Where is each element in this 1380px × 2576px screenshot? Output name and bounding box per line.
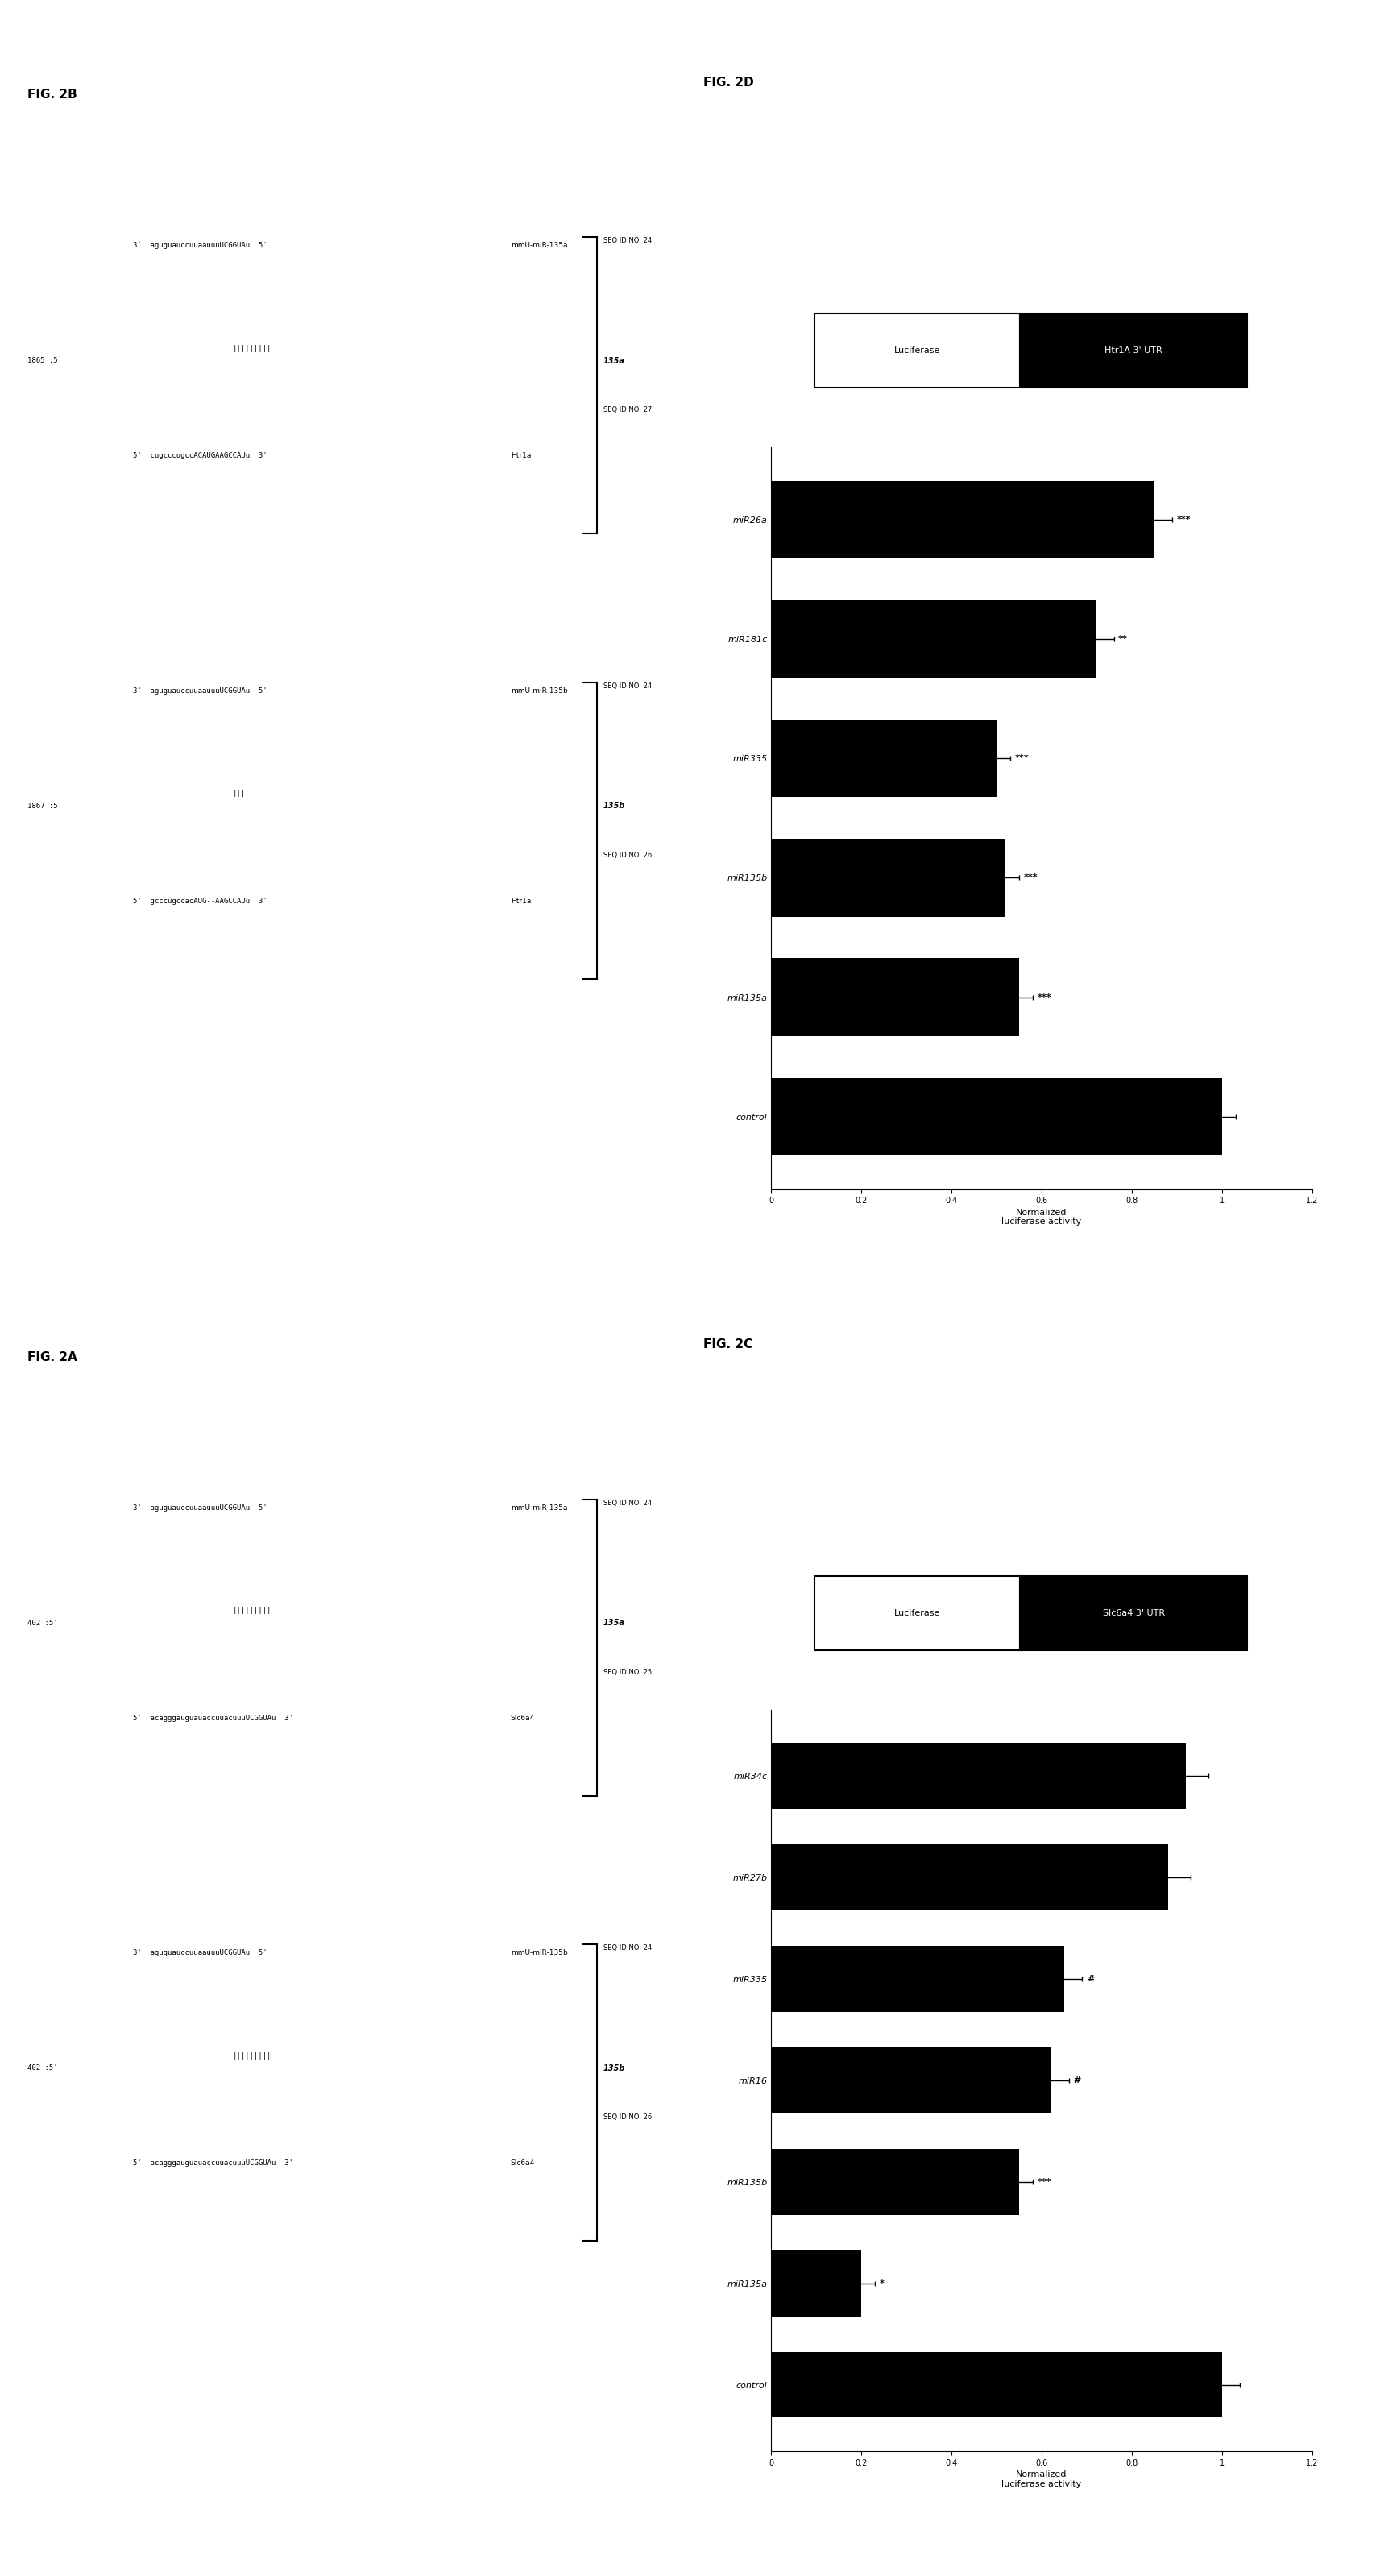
Text: mmU-miR-135b: mmU-miR-135b (511, 688, 567, 696)
Text: SEQ ID NO: 24: SEQ ID NO: 24 (603, 237, 651, 245)
Text: 135b: 135b (603, 2063, 625, 2071)
Text: SEQ ID NO: 24: SEQ ID NO: 24 (603, 1945, 651, 1953)
Text: 5'  cugcccugccACAUGAAGCCAUu  3': 5' cugcccugccACAUGAAGCCAUu 3' (132, 453, 268, 459)
Text: SEQ ID NO: 24: SEQ ID NO: 24 (603, 683, 651, 690)
Text: 3'  aguguauccuuaauuuUCGGUAu  5': 3' aguguauccuuaauuuUCGGUAu 5' (132, 1504, 268, 1512)
Text: |||: ||| (232, 791, 246, 796)
Text: SEQ ID NO: 26: SEQ ID NO: 26 (603, 2115, 651, 2120)
Text: 402 :5': 402 :5' (28, 2063, 58, 2071)
Text: 402 :5': 402 :5' (28, 1620, 58, 1625)
Text: 3'  aguguauccuuaauuuUCGGUAu  5': 3' aguguauccuuaauuuUCGGUAu 5' (132, 688, 268, 696)
Text: SEQ ID NO: 24: SEQ ID NO: 24 (603, 1499, 651, 1507)
Text: 1865 :5': 1865 :5' (28, 358, 62, 363)
Text: FIG. 2B: FIG. 2B (28, 88, 77, 100)
Text: FIG. 2D: FIG. 2D (704, 77, 753, 88)
Text: Slc6a4: Slc6a4 (511, 1716, 535, 1721)
Text: FIG. 2C: FIG. 2C (704, 1340, 753, 1350)
Text: 135b: 135b (603, 801, 625, 809)
Text: 5'  acagggauguauaccuuacuuuUCGGUAu  3': 5' acagggauguauaccuuacuuuUCGGUAu 3' (132, 1716, 293, 1721)
Text: |||||||||: ||||||||| (232, 2053, 272, 2058)
Text: FIG. 2A: FIG. 2A (28, 1350, 77, 1363)
Text: SEQ ID NO: 25: SEQ ID NO: 25 (603, 1669, 651, 1677)
Text: mmU-miR-135b: mmU-miR-135b (511, 1950, 567, 1958)
Text: 135a: 135a (603, 1618, 625, 1628)
Text: SEQ ID NO: 27: SEQ ID NO: 27 (603, 407, 651, 415)
Text: Htr1a: Htr1a (511, 453, 531, 459)
Text: mmU-miR-135a: mmU-miR-135a (511, 242, 567, 250)
Text: |||||||||: ||||||||| (232, 1607, 272, 1615)
Text: 1867 :5': 1867 :5' (28, 801, 62, 809)
Text: SEQ ID NO: 26: SEQ ID NO: 26 (603, 853, 651, 858)
Text: mmU-miR-135a: mmU-miR-135a (511, 1504, 567, 1512)
Text: |||||||||: ||||||||| (232, 345, 272, 353)
Text: Slc6a4: Slc6a4 (511, 2159, 535, 2166)
Text: 5'  acagggauguauaccuuacuuuUCGGUAu  3': 5' acagggauguauaccuuacuuuUCGGUAu 3' (132, 2159, 293, 2166)
Text: 5'  gcccugccacAUG--AAGCCAUu  3': 5' gcccugccacAUG--AAGCCAUu 3' (132, 896, 268, 904)
Text: 3'  aguguauccuuaauuuUCGGUAu  5': 3' aguguauccuuaauuuUCGGUAu 5' (132, 242, 268, 250)
Text: 3'  aguguauccuuaauuuUCGGUAu  5': 3' aguguauccuuaauuuUCGGUAu 5' (132, 1950, 268, 1958)
Text: Htr1a: Htr1a (511, 896, 531, 904)
Text: 135a: 135a (603, 355, 625, 366)
